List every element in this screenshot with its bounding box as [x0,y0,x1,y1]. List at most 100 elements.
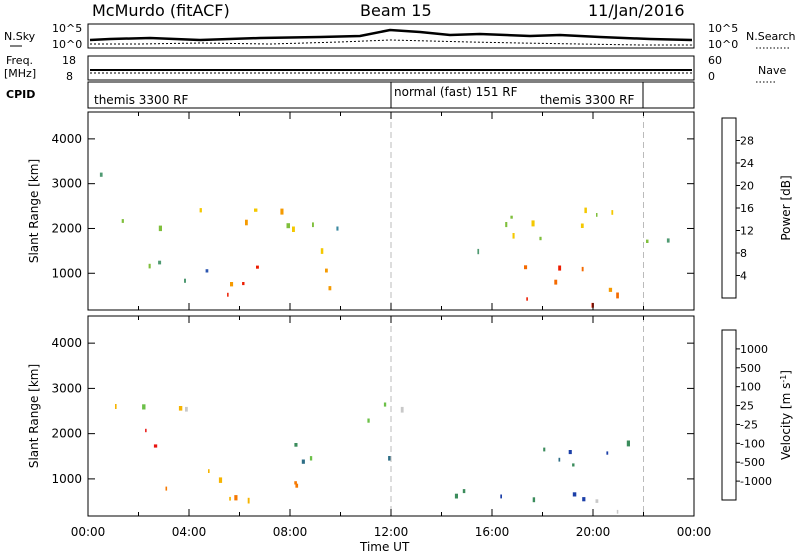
data-cell [242,282,245,286]
nsearch-tick-high: 10^5 [708,22,738,35]
colorbar-tick-label: 24 [740,157,754,170]
data-cell [230,282,234,287]
y-tick-label: 2000 [51,427,82,441]
data-cell [205,269,209,273]
data-cell [580,223,584,228]
data-cell [582,497,586,502]
y-axis-label: Slant Range [km] [27,364,41,468]
cpid-label: CPID [6,88,35,101]
colorbar-frame [721,117,737,299]
colorbar-tick-label: -100 [740,437,765,450]
beam-title: Beam 15 [360,1,432,20]
nave-tick-low: 0 [708,70,715,83]
panel-frame [87,111,695,311]
data-cell [312,222,314,228]
colorbar-tick-label: 4 [740,270,747,283]
data-cell [367,418,370,423]
data-cell [199,208,202,213]
data-cell [280,208,284,215]
date-title: 11/Jan/2016 [588,1,685,20]
freq-unit: [MHz] [4,67,36,80]
velocity-panel: 1000 2000 3000 4000 Slant Range [km] [27,315,695,517]
data-cell [142,404,146,410]
time-tick-label: 04:00 [172,525,207,539]
cpid-segment-3: themis 3300 RF [540,93,634,107]
data-cell [158,225,162,232]
nave-tick-high: 60 [708,54,722,67]
data-cell [158,260,162,265]
station-title: McMurdo (fitACF) [92,1,230,20]
nsky-tick-high: 10^5 [52,22,82,35]
y-tick-label: 4000 [51,132,82,146]
data-cell [581,266,584,272]
colorbar-tick-label: 1000 [740,343,768,356]
time-tick-label: 16:00 [475,525,510,539]
data-cell [584,207,587,214]
data-cell [606,451,609,455]
data-cell [301,459,305,464]
data-cell [512,233,515,239]
colorbar-tick-label: 12 [740,225,754,238]
nsky-tick-low: 10^0 [52,38,82,51]
data-cell [245,219,248,226]
colorbar-label: Power [dB] [779,175,793,240]
data-cell [295,483,299,488]
data-cell [292,226,295,232]
data-cell [336,226,339,231]
colorbar-tick-label: 16 [740,202,754,215]
freq-tick-low: 8 [66,70,73,83]
data-cell [294,481,297,485]
data-cell [627,440,630,445]
time-tick-label: 12:00 [374,525,409,539]
time-tick-label: 20:00 [576,525,611,539]
data-cell [572,492,577,497]
time-axis: 00:00 04:00 08:00 12:00 16:00 20:00 00:00 [71,525,712,539]
freq-label: Freq. [6,54,33,67]
data-cell [500,494,502,499]
data-cell [558,457,561,462]
data-cell [148,263,151,269]
data-cell [227,292,229,297]
colorbar-tick-label: -25 [740,418,758,431]
data-cell [539,236,542,241]
y-tick-label: 3000 [51,177,82,191]
data-cell [286,223,290,229]
data-cell [666,238,670,243]
data-cell [234,495,238,501]
colorbar-tick-label: 500 [740,362,761,375]
data-cell [115,404,117,409]
time-tick-label: 08:00 [273,525,308,539]
power-colorbar: 4 8 12 16 20 24 28 Power [dB] [721,117,793,299]
data-cell [400,406,404,413]
data-cell [510,215,513,219]
freq-panel: Freq. [MHz] 18 8 Nave 60 0 [4,54,786,83]
y-tick-label: 2000 [51,221,82,235]
data-cell [328,286,332,291]
nsky-panel: N.Sky 10^5 10^0 N.Search 10^5 10^0 [4,22,796,51]
freq-tick-high: 18 [62,54,76,67]
nsky-label: N.Sky [4,30,36,43]
cpid-segment-1: themis 3300 RF [94,93,188,107]
data-cell [320,248,324,254]
colorbar-frame [721,329,737,501]
data-cell [309,456,313,461]
y-tick-label: 1000 [51,266,82,280]
colorbar-tick-label: 20 [740,180,754,193]
data-cell [165,486,168,491]
data-cell [256,265,259,269]
data-cell [477,248,480,255]
colorbar-tick-label: 25 [740,400,754,413]
data-cell [568,450,572,455]
y-tick-label: 4000 [51,336,82,350]
data-cell [325,268,328,273]
y-axis-label: Slant Range [km] [27,159,41,263]
data-cell [121,219,124,223]
data-cell [526,297,528,301]
data-cell [218,477,223,483]
colorbar-tick-label: 28 [740,135,754,148]
data-cell [646,239,649,243]
time-tick-label: 00:00 [677,525,712,539]
time-tick-label: 00:00 [71,525,106,539]
data-cell [558,265,562,271]
data-cell [572,463,575,467]
